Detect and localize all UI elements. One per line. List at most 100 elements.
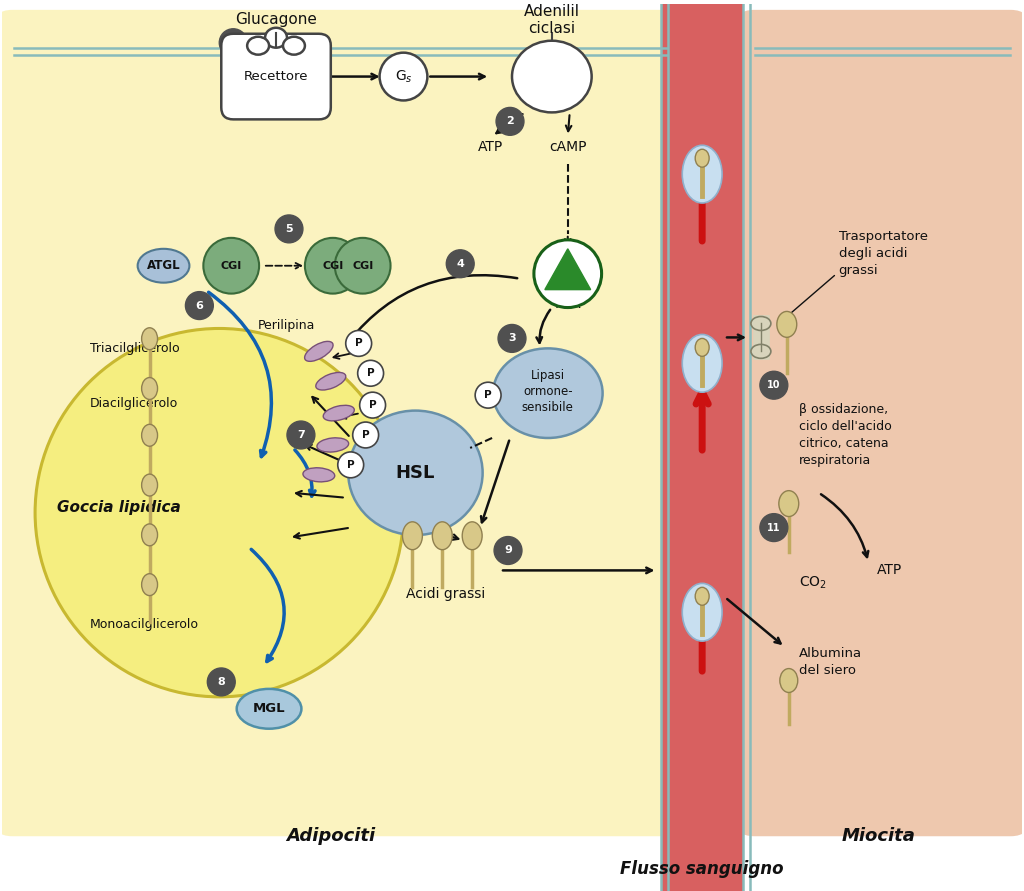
Text: P: P xyxy=(367,368,375,379)
Circle shape xyxy=(475,382,501,408)
Text: Monoacilglicerolo: Monoacilglicerolo xyxy=(90,617,199,631)
Text: 10: 10 xyxy=(767,380,780,390)
Text: 11: 11 xyxy=(767,523,780,533)
Ellipse shape xyxy=(777,312,797,338)
Circle shape xyxy=(359,392,386,418)
Ellipse shape xyxy=(265,28,287,48)
Circle shape xyxy=(760,372,787,399)
Text: ATP: ATP xyxy=(477,140,503,154)
Text: Goccia lipidica: Goccia lipidica xyxy=(57,500,181,515)
FancyBboxPatch shape xyxy=(734,10,1024,837)
Text: 6: 6 xyxy=(196,300,204,311)
Ellipse shape xyxy=(247,37,269,54)
Ellipse shape xyxy=(402,522,422,550)
Circle shape xyxy=(357,360,384,386)
Circle shape xyxy=(219,29,247,57)
Text: CO$_2$: CO$_2$ xyxy=(799,574,826,591)
Circle shape xyxy=(204,238,259,294)
Text: Miocita: Miocita xyxy=(842,827,915,846)
Text: Recettore: Recettore xyxy=(244,70,308,83)
Ellipse shape xyxy=(512,41,592,112)
Text: Lipasi
ormone-
sensibile: Lipasi ormone- sensibile xyxy=(522,369,573,413)
Circle shape xyxy=(498,324,526,352)
Polygon shape xyxy=(545,249,591,290)
FancyBboxPatch shape xyxy=(0,10,684,837)
Text: CGI: CGI xyxy=(220,261,242,271)
Text: Diacilglicerolo: Diacilglicerolo xyxy=(90,396,178,410)
Text: Albumina
del siero: Albumina del siero xyxy=(799,647,862,677)
Circle shape xyxy=(346,331,372,356)
Ellipse shape xyxy=(682,584,722,642)
Text: 1: 1 xyxy=(229,37,238,48)
Circle shape xyxy=(446,249,474,278)
Text: MGL: MGL xyxy=(253,702,286,715)
Ellipse shape xyxy=(141,378,158,399)
Text: P: P xyxy=(369,400,377,410)
Circle shape xyxy=(275,215,303,243)
Text: P: P xyxy=(347,460,354,470)
Text: P: P xyxy=(355,339,362,348)
Ellipse shape xyxy=(780,668,798,692)
Text: Adenilil
ciclasi: Adenilil ciclasi xyxy=(524,4,580,36)
Circle shape xyxy=(760,513,787,542)
Text: Flusso sanguigno: Flusso sanguigno xyxy=(621,860,784,879)
Ellipse shape xyxy=(324,405,354,421)
Ellipse shape xyxy=(141,474,158,496)
Ellipse shape xyxy=(315,372,346,390)
Text: G$_s$: G$_s$ xyxy=(394,69,413,85)
Ellipse shape xyxy=(779,491,799,517)
Text: 4: 4 xyxy=(457,258,464,269)
Text: CGI: CGI xyxy=(323,261,343,271)
Ellipse shape xyxy=(695,150,710,168)
Ellipse shape xyxy=(348,411,482,535)
Circle shape xyxy=(496,108,524,135)
Text: ATP: ATP xyxy=(877,563,902,577)
Ellipse shape xyxy=(432,522,453,550)
Circle shape xyxy=(207,668,236,696)
Ellipse shape xyxy=(283,37,305,54)
Circle shape xyxy=(352,422,379,448)
Text: Perilipina: Perilipina xyxy=(257,319,314,332)
Text: PKA: PKA xyxy=(554,297,581,311)
Ellipse shape xyxy=(141,524,158,546)
Circle shape xyxy=(35,329,403,697)
Text: Glucagone: Glucagone xyxy=(236,12,317,28)
Text: CGI: CGI xyxy=(352,261,374,271)
Text: Triacilglicerolo: Triacilglicerolo xyxy=(90,342,179,355)
Ellipse shape xyxy=(695,587,710,605)
Circle shape xyxy=(494,536,522,564)
Bar xyxy=(662,4,743,891)
Ellipse shape xyxy=(682,334,722,392)
Text: 5: 5 xyxy=(285,224,293,234)
Text: 3: 3 xyxy=(508,333,516,343)
Text: 2: 2 xyxy=(506,117,514,127)
Text: β ossidazione,
ciclo dell'acido
citrico, catena
respiratoria: β ossidazione, ciclo dell'acido citrico,… xyxy=(799,403,892,467)
Circle shape xyxy=(185,291,213,320)
Ellipse shape xyxy=(304,341,333,362)
Ellipse shape xyxy=(316,437,348,452)
Circle shape xyxy=(338,452,364,478)
Text: 9: 9 xyxy=(504,545,512,555)
Text: 7: 7 xyxy=(297,430,305,440)
Text: Adipociti: Adipociti xyxy=(287,827,376,846)
Circle shape xyxy=(534,240,602,307)
Text: cAMP: cAMP xyxy=(549,140,587,154)
Ellipse shape xyxy=(141,424,158,446)
FancyBboxPatch shape xyxy=(221,34,331,119)
Ellipse shape xyxy=(751,345,771,358)
Ellipse shape xyxy=(462,522,482,550)
Ellipse shape xyxy=(494,348,602,438)
Ellipse shape xyxy=(141,328,158,349)
Ellipse shape xyxy=(137,249,189,282)
Circle shape xyxy=(380,53,427,101)
Text: Acidi grassi: Acidi grassi xyxy=(406,587,485,601)
Circle shape xyxy=(305,238,360,294)
Ellipse shape xyxy=(141,574,158,595)
Ellipse shape xyxy=(751,316,771,331)
Ellipse shape xyxy=(682,145,722,203)
Text: P: P xyxy=(361,430,370,440)
Text: HSL: HSL xyxy=(395,464,435,482)
Circle shape xyxy=(287,421,314,449)
Ellipse shape xyxy=(303,468,335,482)
Circle shape xyxy=(335,238,390,294)
